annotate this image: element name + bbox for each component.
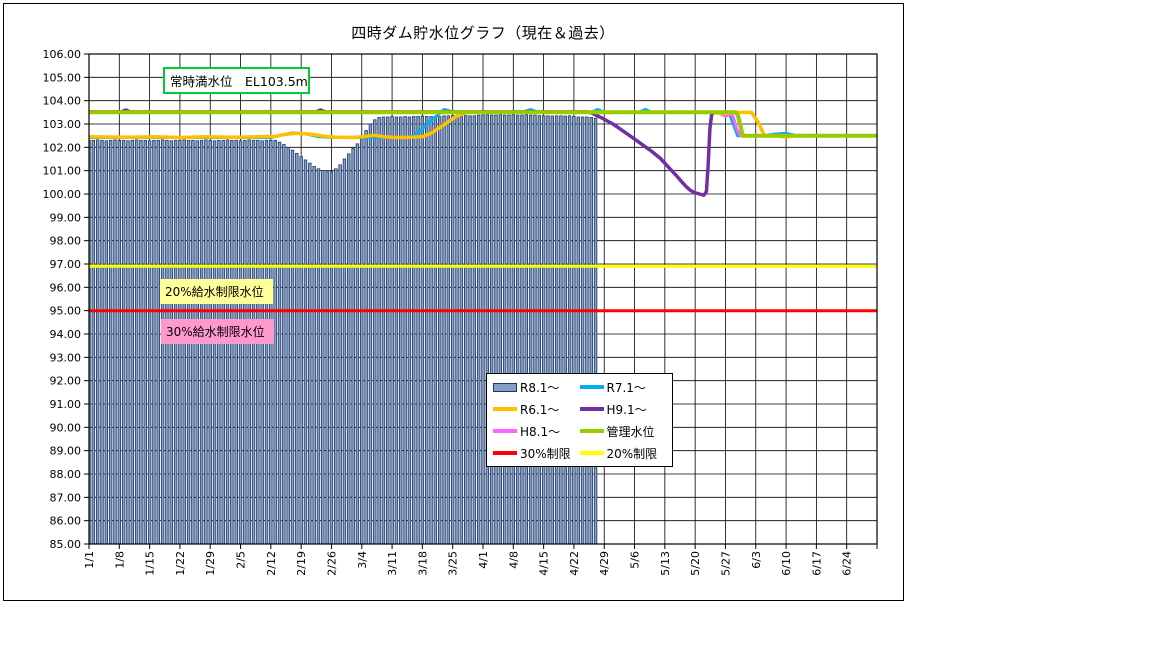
svg-text:105.00: 105.00 xyxy=(43,71,82,84)
svg-text:2/12: 2/12 xyxy=(265,551,278,576)
annotation-20pct-supply-limit-level: 20%給水制限水位 xyxy=(160,279,273,304)
svg-text:2/5: 2/5 xyxy=(235,551,248,569)
svg-text:6/24: 6/24 xyxy=(841,551,854,576)
chart-title: 四時ダム貯水位グラフ（現在＆過去） xyxy=(351,24,615,42)
svg-text:4/1: 4/1 xyxy=(477,551,490,569)
annotation-30pct-supply-limit-level: 30%給水制限水位 xyxy=(161,319,274,344)
legend-item-30%制限: 30%制限 xyxy=(493,442,580,464)
legend-label: R6.1～ xyxy=(520,402,560,417)
svg-text:6/10: 6/10 xyxy=(780,551,793,576)
legend-item-H9.1～: H9.1～ xyxy=(579,398,667,420)
line-series-管理水位 xyxy=(89,110,877,138)
legend-item-管理水位: 管理水位 xyxy=(579,420,667,442)
legend-item-R7.1～: R7.1～ xyxy=(579,376,667,398)
legend-label: 管理水位 xyxy=(606,424,655,439)
svg-text:3/11: 3/11 xyxy=(386,551,399,576)
svg-text:4/15: 4/15 xyxy=(538,551,551,576)
svg-text:4/29: 4/29 xyxy=(598,551,611,576)
chart-frame: 四時ダム貯水位グラフ（現在＆過去） 85.00 86.00 87.00 88.00 89… xyxy=(3,3,904,601)
plot-area-svg: 85.00 86.00 87.00 88.00 89.00 90.00 91.00 92.00… xyxy=(43,48,878,576)
svg-text:89.00: 89.00 xyxy=(50,445,82,458)
svg-text:2/19: 2/19 xyxy=(295,551,308,576)
svg-text:106.00: 106.00 xyxy=(43,48,82,61)
line-series-R6.1～ xyxy=(88,110,877,140)
svg-text:5/20: 5/20 xyxy=(689,551,702,576)
axis-ticks xyxy=(84,53,878,549)
svg-text:94.00: 94.00 xyxy=(50,328,82,341)
legend-line-swatch xyxy=(493,451,517,455)
y-axis-labels: 85.00 86.00 87.00 88.00 89.00 90.00 91.00 92.00… xyxy=(43,48,82,551)
svg-text:100.00: 100.00 xyxy=(43,188,82,201)
svg-text:93.00: 93.00 xyxy=(50,351,82,364)
svg-text:90.00: 90.00 xyxy=(50,421,82,434)
svg-text:98.00: 98.00 xyxy=(50,235,82,248)
svg-text:5/27: 5/27 xyxy=(719,551,732,576)
annotation-normal-full-water-level: 常時満水位 EL103.5m xyxy=(163,67,310,94)
svg-text:101.00: 101.00 xyxy=(43,165,82,178)
plot-border xyxy=(88,53,878,545)
svg-text:1/29: 1/29 xyxy=(204,551,217,576)
svg-text:1/15: 1/15 xyxy=(144,551,157,576)
svg-text:88.00: 88.00 xyxy=(50,468,82,481)
svg-text:1/8: 1/8 xyxy=(113,551,126,569)
legend-item-H8.1～: H8.1～ xyxy=(493,420,580,442)
legend-line-swatch xyxy=(493,429,517,433)
legend-label: H9.1～ xyxy=(606,402,647,417)
svg-text:85.00: 85.00 xyxy=(50,538,82,551)
legend-item-R8.1～: R8.1～ xyxy=(493,376,580,398)
svg-text:6/3: 6/3 xyxy=(750,551,763,569)
svg-text:97.00: 97.00 xyxy=(50,258,82,271)
legend-line-swatch xyxy=(579,451,604,455)
svg-text:102.00: 102.00 xyxy=(43,141,82,154)
svg-text:4/8: 4/8 xyxy=(507,551,520,569)
svg-text:5/13: 5/13 xyxy=(659,551,672,576)
svg-text:1/22: 1/22 xyxy=(174,551,187,576)
svg-text:86.00: 86.00 xyxy=(50,515,82,528)
legend-item-20%制限: 20%制限 xyxy=(579,442,667,464)
svg-text:2/26: 2/26 xyxy=(325,551,338,576)
svg-text:4/22: 4/22 xyxy=(568,551,581,576)
legend-label: R7.1～ xyxy=(606,380,646,395)
svg-text:103.00: 103.00 xyxy=(43,118,82,131)
legend-label: R8.1～ xyxy=(520,380,560,395)
svg-text:1/1: 1/1 xyxy=(83,551,96,569)
svg-text:96.00: 96.00 xyxy=(50,281,82,294)
legend-line-swatch xyxy=(493,407,517,411)
svg-text:99.00: 99.00 xyxy=(50,211,82,224)
svg-text:3/25: 3/25 xyxy=(447,551,460,576)
svg-text:104.00: 104.00 xyxy=(43,95,82,108)
svg-text:6/17: 6/17 xyxy=(810,551,823,576)
svg-text:87.00: 87.00 xyxy=(50,491,82,504)
legend-label: H8.1～ xyxy=(520,424,561,439)
svg-text:5/6: 5/6 xyxy=(629,551,642,569)
legend-label: 20%制限 xyxy=(606,446,658,461)
legend-line-swatch xyxy=(579,385,604,389)
legend-line-swatch xyxy=(579,407,604,411)
chart-legend: R8.1～ R7.1～ R6.1～ H9.1～ H8.1～ 管理水位 30%制限 20%制限 xyxy=(486,373,673,467)
legend-line-swatch xyxy=(579,429,604,433)
x-axis-labels: 1/1 1/8 1/15 1/22 1/29 2/5 2/12 2/19 2/26 3/4 3/11… xyxy=(83,551,854,576)
svg-text:92.00: 92.00 xyxy=(50,375,82,388)
legend-bar-swatch xyxy=(493,382,517,392)
svg-text:95.00: 95.00 xyxy=(50,305,82,318)
svg-text:3/18: 3/18 xyxy=(416,551,429,576)
svg-text:91.00: 91.00 xyxy=(50,398,82,411)
legend-label: 30%制限 xyxy=(520,446,571,461)
svg-text:3/4: 3/4 xyxy=(356,551,369,569)
legend-item-R6.1～: R6.1～ xyxy=(493,398,580,420)
